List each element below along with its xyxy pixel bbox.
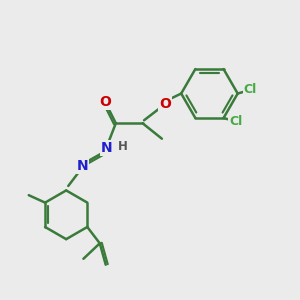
Text: N: N — [77, 159, 88, 173]
Text: N: N — [101, 141, 113, 154]
Text: Cl: Cl — [244, 83, 257, 97]
Text: Cl: Cl — [230, 115, 243, 128]
Text: H: H — [117, 140, 127, 153]
Text: O: O — [100, 95, 111, 109]
Text: O: O — [159, 97, 171, 111]
